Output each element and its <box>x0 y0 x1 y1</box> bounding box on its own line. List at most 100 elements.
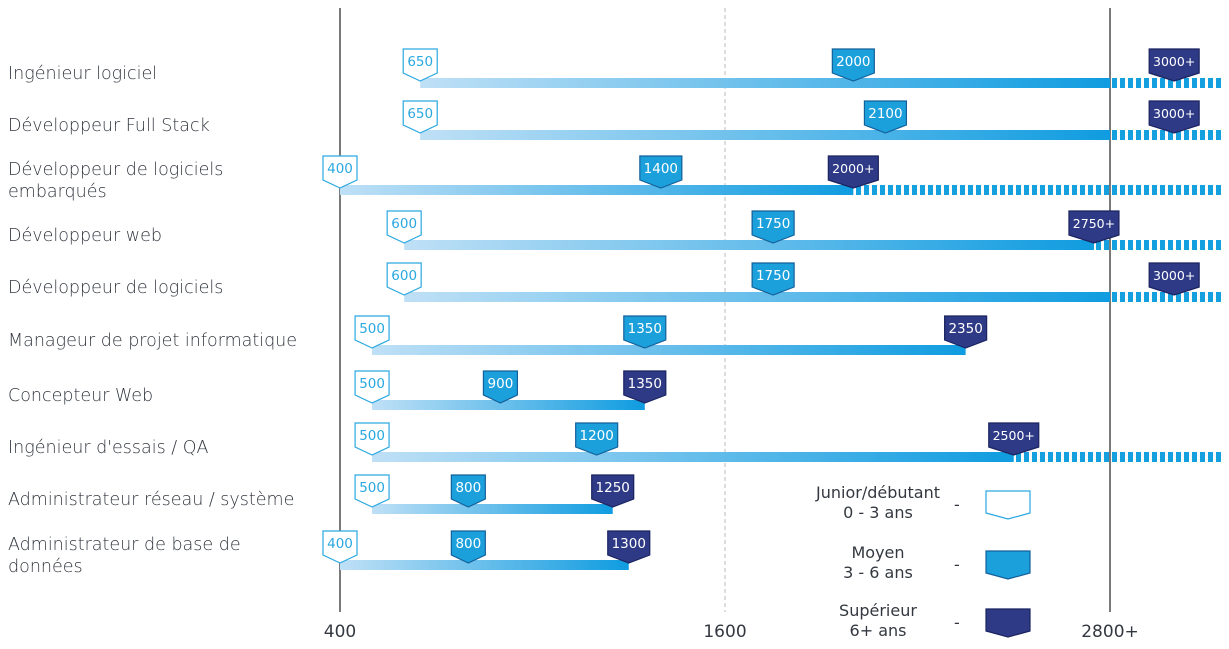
medium-marker-shape <box>639 155 683 189</box>
junior-marker: 500 <box>354 315 390 349</box>
legend-dash: - <box>954 495 960 514</box>
medium-marker-value: 1400 <box>644 161 678 177</box>
senior-marker-shape <box>591 474 635 508</box>
senior-marker-shape <box>1148 100 1200 134</box>
senior-marker: 3000+ <box>1148 48 1200 82</box>
range-bar <box>372 400 645 410</box>
role-label: Administrateur réseau / système <box>8 490 295 510</box>
senior-marker-shape <box>944 315 988 349</box>
medium-marker-value: 800 <box>455 536 481 552</box>
legend-dash: - <box>954 555 960 574</box>
range-bar <box>372 452 1014 462</box>
junior-marker-value: 500 <box>359 376 385 392</box>
senior-marker-value: 1300 <box>612 536 646 552</box>
junior-marker-value: 650 <box>407 106 433 122</box>
senior-marker-shape <box>988 422 1040 456</box>
junior-marker: 650 <box>402 48 438 82</box>
medium-marker-value: 1350 <box>628 321 662 337</box>
senior-marker: 2000+ <box>827 155 879 189</box>
junior-marker-shape <box>354 370 390 404</box>
senior-marker-value: 2750+ <box>1073 216 1115 231</box>
range-bar-open-end <box>1110 292 1222 302</box>
medium-marker-value: 1750 <box>756 216 790 232</box>
senior-marker-value: 1250 <box>596 480 630 496</box>
range-bar-open-end <box>853 185 1222 195</box>
junior-marker-value: 400 <box>327 536 353 552</box>
senior-marker-value: 2500+ <box>993 428 1035 443</box>
senior-marker-shape <box>1148 262 1200 296</box>
medium-marker-shape <box>482 370 519 404</box>
senior-marker-shape <box>623 370 667 404</box>
medium-marker-shape <box>450 474 486 508</box>
role-label: Ingénieur logiciel <box>8 64 158 84</box>
medium-marker: 800 <box>450 474 486 508</box>
junior-marker: 600 <box>386 210 422 244</box>
legend-sublabel: 6+ ans <box>849 621 907 640</box>
medium-marker: 1350 <box>623 315 667 349</box>
junior-marker-value: 500 <box>359 321 385 337</box>
medium-marker-value: 2100 <box>868 106 902 122</box>
medium-marker: 2000 <box>831 48 875 82</box>
senior-marker: 2500+ <box>988 422 1040 456</box>
medium-marker-value: 900 <box>488 376 514 392</box>
role-label: Développeur de logiciels <box>8 278 224 298</box>
junior-marker-shape <box>354 474 390 508</box>
medium-marker: 900 <box>482 370 519 404</box>
range-bar-open-end <box>1093 240 1222 250</box>
range-bar <box>404 292 1111 302</box>
range-bar-open-end <box>1110 78 1222 88</box>
range-bar <box>372 504 613 514</box>
legend-entry-senior: Supérieur 6+ ans <box>803 601 953 641</box>
range-bar <box>340 560 629 570</box>
medium-marker: 800 <box>450 530 486 564</box>
senior-marker-value: 1350 <box>628 376 662 392</box>
x-tick-label: 2800+ <box>1081 622 1139 642</box>
junior-marker-shape <box>402 48 438 82</box>
medium-marker-shape <box>863 100 908 134</box>
range-bar <box>340 185 854 195</box>
junior-marker-value: 600 <box>391 268 417 284</box>
medium-marker-shape <box>575 422 619 456</box>
range-bar-open-end <box>1110 130 1222 140</box>
junior-marker: 650 <box>402 100 438 134</box>
senior-marker: 1350 <box>623 370 667 404</box>
junior-marker: 600 <box>386 262 422 296</box>
junior-marker: 500 <box>354 474 390 508</box>
x-tick-label: 1600 <box>703 622 747 642</box>
legend-entry-medium: Moyen 3 - 6 ans <box>803 543 953 583</box>
legend-swatch-medium <box>985 550 1031 580</box>
junior-marker-value: 400 <box>327 161 353 177</box>
role-label: Développeur Full Stack <box>8 116 210 136</box>
junior-marker-shape <box>322 530 358 564</box>
senior-marker: 1250 <box>591 474 635 508</box>
medium-marker: 1750 <box>751 262 795 296</box>
senior-marker-value: 2350 <box>948 321 982 337</box>
medium-marker: 1200 <box>575 422 619 456</box>
medium-marker-value: 1200 <box>579 428 613 444</box>
senior-marker-value: 3000+ <box>1153 268 1195 283</box>
legend-label: Junior/débutant <box>816 483 940 502</box>
senior-marker: 2750+ <box>1068 210 1120 244</box>
junior-marker-value: 500 <box>359 428 385 444</box>
legend-sublabel: 3 - 6 ans <box>843 563 913 582</box>
medium-marker: 1400 <box>639 155 683 189</box>
medium-marker: 1750 <box>751 210 795 244</box>
legend-swatch-senior <box>985 608 1031 638</box>
senior-marker-value: 3000+ <box>1153 106 1195 121</box>
junior-marker-shape <box>386 210 422 244</box>
junior-marker: 400 <box>322 155 358 189</box>
junior-marker: 500 <box>354 370 390 404</box>
senior-marker-shape <box>1148 48 1200 82</box>
medium-marker-shape <box>623 315 667 349</box>
role-label: Développeur web <box>8 226 162 246</box>
legend-label: Moyen <box>851 543 905 562</box>
senior-marker-value: 3000+ <box>1153 54 1195 69</box>
medium-marker-shape <box>831 48 875 82</box>
medium-marker-shape <box>751 262 795 296</box>
legend-dash: - <box>954 613 960 632</box>
junior-marker-value: 650 <box>407 54 433 70</box>
role-label: Administrateur de base de données <box>8 535 241 577</box>
junior-marker-value: 600 <box>391 216 417 232</box>
